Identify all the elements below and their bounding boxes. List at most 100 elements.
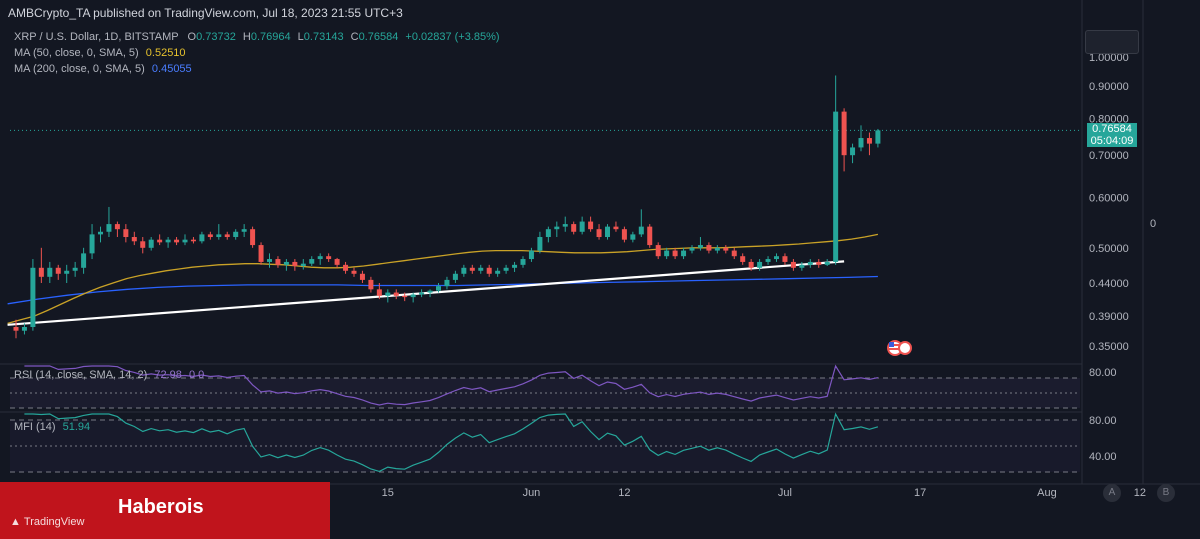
time-tick-label: 12 [1134, 487, 1146, 499]
candle-body [224, 234, 230, 238]
time-tick-label: Jul [778, 487, 792, 499]
candle-body [114, 224, 120, 230]
candle-body [275, 259, 281, 265]
us-flag-event-icon-2[interactable] [898, 341, 912, 355]
candle-body [841, 111, 847, 156]
tradingview-logo-text: TradingView [23, 516, 85, 528]
price-axis-settings-box[interactable] [1085, 30, 1139, 54]
ma200-series [7, 275, 878, 305]
close-label: C [350, 31, 359, 43]
candle-body [596, 229, 602, 238]
time-tick-label: 12 [618, 487, 630, 499]
haberois-badge-text: Haberois [118, 496, 204, 518]
ma50-legend[interactable]: MA (50, close, 0, SMA, 5) 0.52510 [14, 47, 186, 59]
ma200-legend[interactable]: MA (200, close, 0, SMA, 5) 0.45055 [14, 63, 192, 75]
candle-body [402, 295, 408, 298]
mfi-axis-tick-80: 80.00 [1089, 415, 1117, 427]
candle-body [875, 130, 881, 144]
price-tick-label: 0.50000 [1089, 243, 1129, 255]
candle-body [528, 250, 534, 260]
candle-body [427, 290, 433, 293]
mfi-line [24, 412, 879, 473]
tradingview-logo[interactable]: ▲ TradingView [10, 516, 84, 528]
candle-body [233, 231, 239, 238]
candle-body [241, 229, 247, 232]
candle-body [359, 273, 365, 280]
candle-body [630, 234, 636, 240]
price-tick-label: 0.60000 [1089, 193, 1129, 205]
trendline-group[interactable] [7, 260, 845, 326]
symbol-legend[interactable]: XRP / U.S. Dollar, 1D, BITSTAMP O0.73732… [14, 31, 500, 43]
candle-body [723, 247, 729, 251]
candles-series[interactable] [13, 75, 881, 339]
candle-body [351, 270, 357, 274]
candle-body [545, 229, 551, 238]
rsi-value: 72.98 [154, 369, 182, 381]
candle-body [469, 267, 475, 271]
mfi-value: 51.94 [62, 421, 91, 433]
support-trendline [7, 260, 845, 326]
right-scale-label: 0 [1150, 218, 1156, 230]
candle-body [824, 261, 830, 265]
candle-body [638, 226, 644, 235]
ma200-label: MA (200, close, 0, SMA, 5) [14, 63, 145, 75]
ma200-line [7, 275, 878, 305]
candle-body [13, 327, 19, 331]
candle-body [72, 267, 78, 271]
last-price-tag: 0.76584 05:04:09 [1087, 123, 1137, 148]
candle-body [106, 224, 112, 232]
candle-body [267, 259, 272, 262]
candle-body [503, 267, 509, 271]
time-tick-label: 17 [914, 487, 926, 499]
candle-body [250, 229, 256, 246]
candle-body [317, 256, 323, 260]
candle-body [292, 261, 298, 267]
candle-body [190, 239, 196, 242]
price-tick-label: 0.44000 [1089, 278, 1129, 290]
ma50-series [7, 233, 879, 325]
candle-body [410, 294, 416, 298]
us-flag-event-icon[interactable] [887, 340, 903, 356]
change-value: +0.02837 (+3.85%) [405, 31, 500, 43]
ma50-label: MA (50, close, 0, SMA, 5) [14, 47, 139, 59]
candle-body [419, 292, 425, 295]
auto-scale-button[interactable]: A [1103, 484, 1121, 502]
candle-body [655, 245, 661, 257]
candle-body [774, 256, 779, 260]
mfi-legend[interactable]: MFI (14) 51.94 [14, 421, 90, 433]
candle-body [131, 237, 137, 242]
candle-body [98, 231, 103, 235]
price-tick-label: 0.90000 [1089, 81, 1129, 93]
candle-body [689, 247, 695, 251]
rsi-legend[interactable]: RSI (14, close, SMA, 14, 2) 72.98 0 0 [14, 369, 204, 381]
candle-body [588, 221, 594, 230]
rsi-extra-values: 0 0 [188, 369, 205, 381]
candle-body [858, 138, 864, 148]
rsi-axis-tick: 80.00 [1089, 367, 1117, 379]
candle-body [368, 279, 374, 290]
candle-body [681, 250, 687, 257]
open-value: 0.73732 [196, 31, 236, 43]
candle-body [486, 267, 492, 274]
candle-body [140, 241, 146, 248]
price-axis-ticks: 1.00000 0.90000 0.80000 0.70000 0.60000 0.500… [1089, 52, 1129, 353]
ma200-value: 0.45055 [151, 63, 192, 75]
log-scale-button[interactable]: B [1157, 484, 1175, 502]
candle-body [334, 259, 340, 265]
price-tick-label: 0.35000 [1089, 341, 1129, 353]
price-tick-label: 0.39000 [1089, 311, 1129, 323]
candle-body [799, 264, 805, 268]
mfi-label: MFI (14) [14, 421, 56, 433]
candle-body [216, 234, 222, 238]
candle-body [613, 226, 619, 230]
candle-body [38, 267, 44, 277]
candle-body [714, 247, 720, 251]
price-tick-label: 1.00000 [1089, 52, 1129, 64]
candle-body [554, 226, 560, 230]
candle-body [55, 267, 61, 274]
candle-body [562, 224, 568, 227]
open-label: O [187, 31, 197, 43]
mfi-axis-tick-40: 40.00 [1089, 451, 1117, 463]
candle-countdown: 05:04:09 [1090, 135, 1134, 148]
